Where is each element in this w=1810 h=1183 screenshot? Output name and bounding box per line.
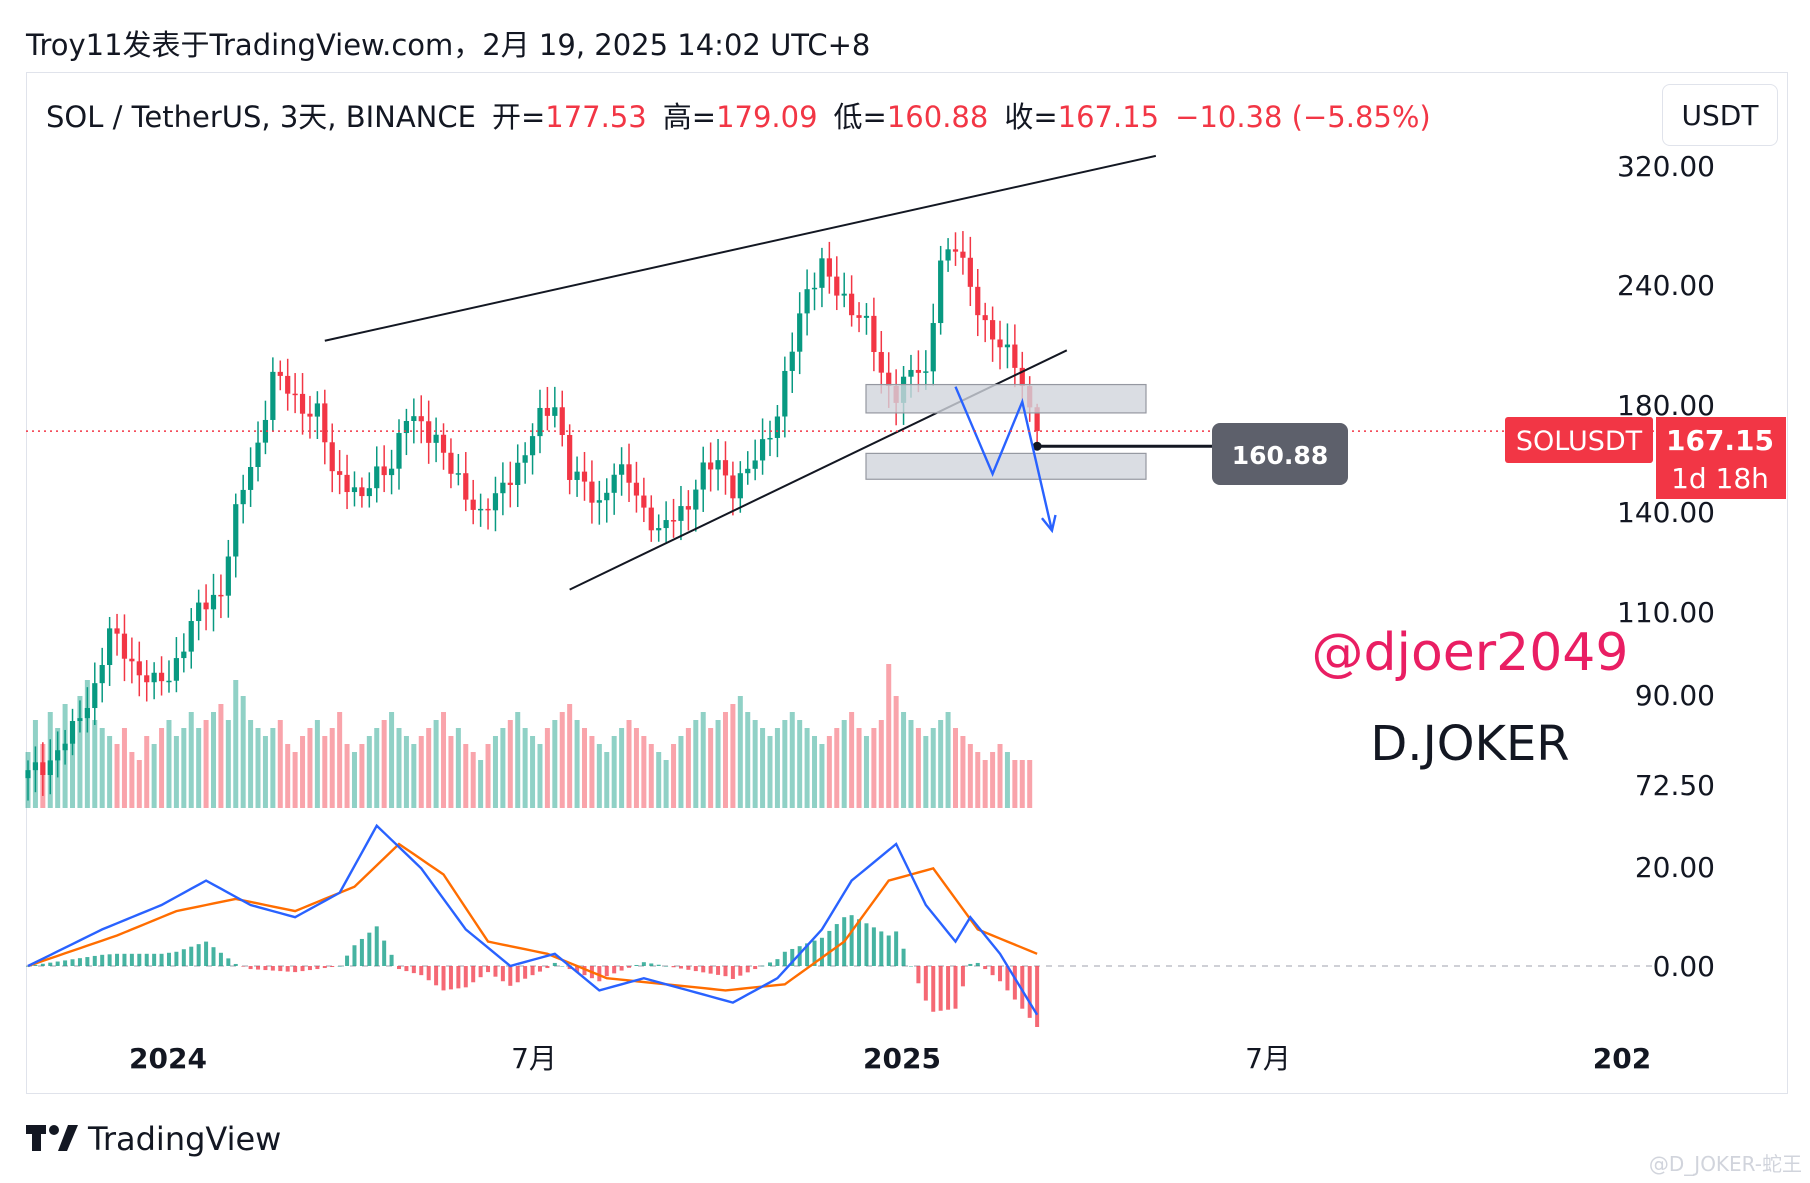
high-label: 高= bbox=[662, 100, 717, 134]
high-value: 179.09 bbox=[716, 100, 818, 134]
currency-button[interactable]: USDT bbox=[1662, 84, 1778, 146]
tradingview-wordmark: TradingView bbox=[88, 1120, 282, 1158]
publish-info: Troy11发表于TradingView.com，2月 19, 2025 14:… bbox=[26, 28, 871, 62]
open-label: 开= bbox=[491, 100, 546, 134]
low-value: 160.88 bbox=[886, 100, 989, 134]
close-label: 收= bbox=[1004, 100, 1058, 134]
chart-frame[interactable] bbox=[26, 72, 1788, 1094]
corner-watermark: @D_JOKER-蛇王 bbox=[1648, 1152, 1802, 1176]
close-value: 167.15 bbox=[1057, 100, 1160, 134]
tradingview-logo[interactable]: TradingView bbox=[26, 1120, 281, 1158]
low-label: 低= bbox=[833, 100, 887, 134]
tradingview-logo-icon bbox=[26, 1125, 78, 1151]
open-value: 177.53 bbox=[545, 100, 647, 134]
symbol-legend: SOL / TetherUS, 3天, BINANCE 开=177.53 高=179… bbox=[46, 94, 1431, 136]
symbol-name: SOL / TetherUS, 3天, BINANCE bbox=[46, 100, 476, 134]
change-value: −10.38 (−5.85%) bbox=[1175, 100, 1431, 134]
